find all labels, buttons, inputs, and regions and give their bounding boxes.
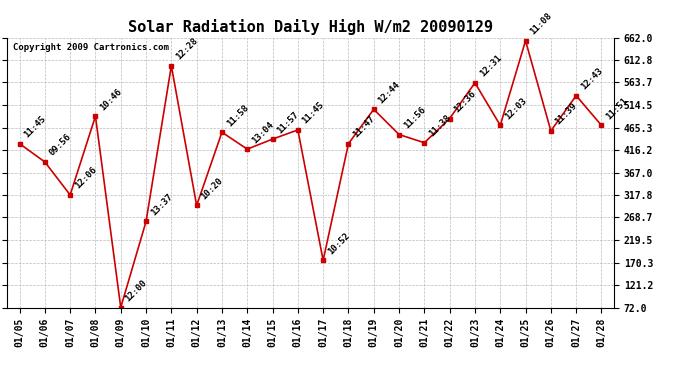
Text: 12:43: 12:43 (579, 66, 604, 92)
Title: Solar Radiation Daily High W/m2 20090129: Solar Radiation Daily High W/m2 20090129 (128, 19, 493, 35)
Text: 13:04: 13:04 (250, 120, 275, 145)
Text: 11:51: 11:51 (604, 96, 629, 121)
Text: 11:56: 11:56 (402, 105, 427, 130)
Text: 12:06: 12:06 (73, 165, 98, 191)
Text: 10:52: 10:52 (326, 231, 351, 256)
Text: 11:08: 11:08 (529, 11, 553, 36)
Text: 12:44: 12:44 (377, 80, 402, 105)
Text: 11:38: 11:38 (427, 113, 453, 139)
Text: 10:46: 10:46 (98, 87, 124, 112)
Text: 11:57: 11:57 (275, 110, 301, 135)
Text: 11:58: 11:58 (225, 103, 250, 128)
Text: 12:36: 12:36 (453, 89, 477, 114)
Text: 12:03: 12:03 (503, 96, 529, 121)
Text: 10:20: 10:20 (199, 176, 225, 201)
Text: Copyright 2009 Cartronics.com: Copyright 2009 Cartronics.com (13, 43, 169, 52)
Text: 13:37: 13:37 (149, 192, 174, 217)
Text: 09:56: 09:56 (48, 132, 73, 158)
Text: 11:45: 11:45 (301, 100, 326, 126)
Text: 11:47: 11:47 (351, 114, 377, 140)
Text: 11:39: 11:39 (553, 101, 579, 127)
Text: 12:00: 12:00 (124, 278, 149, 303)
Text: 11:45: 11:45 (22, 114, 48, 140)
Text: 12:31: 12:31 (477, 53, 503, 79)
Text: 12:28: 12:28 (174, 36, 199, 62)
